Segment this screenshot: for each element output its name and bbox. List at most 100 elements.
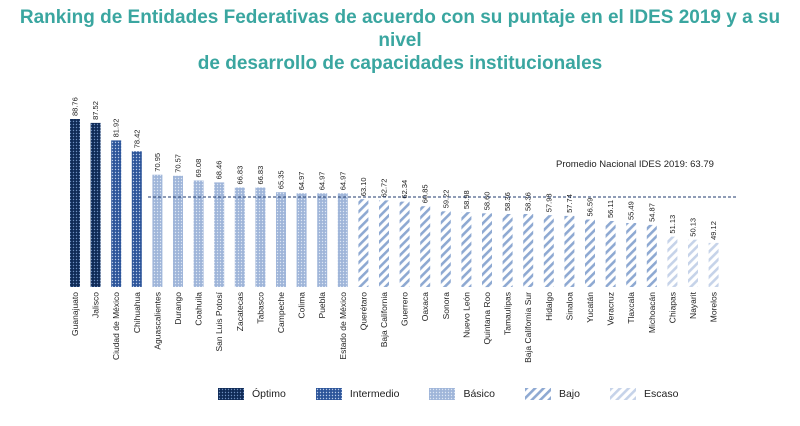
bar-tlaxcala — [626, 223, 637, 287]
bar-baja-california — [379, 200, 389, 287]
legend-swatch-escaso — [609, 388, 636, 400]
legend-label-intermedio: Intermedio — [349, 388, 400, 400]
bars-group — [70, 119, 719, 288]
legend: Óptimo Intermedio Básico Bajo Escaso — [218, 386, 708, 402]
value-label-aguascalientes: 70.95 — [153, 153, 162, 172]
legend-item-intermedio: Intermedio — [315, 388, 400, 400]
chart-title-line-2: de desarrollo de capacidades institucion… — [197, 53, 603, 74]
bar-morelos — [708, 242, 719, 287]
category-label-jalisco: Jalisco — [91, 292, 101, 318]
category-label-durango: Durango — [173, 292, 183, 325]
value-label-tabasco: 66.83 — [256, 166, 265, 185]
value-label-jalisco: 87.52 — [91, 101, 100, 120]
chart-title: Ranking de Entidades Federativas de acue… — [0, 6, 800, 75]
value-label-morelos: 49.12 — [709, 221, 718, 240]
legend-label-escaso: Escaso — [643, 388, 679, 400]
category-label-ciudad-de-mexico: Ciudad de México — [111, 292, 121, 360]
value-label-sonora: 59.22 — [441, 190, 450, 209]
category-label-hidalgo: Hidalgo — [544, 292, 554, 321]
value-label-guerrero: 62.34 — [400, 180, 409, 199]
bar-baja-california-sur — [523, 214, 534, 287]
value-label-baja-california-sur: 58.36 — [524, 192, 533, 211]
category-label-quintana-roo: Quintana Roo — [482, 292, 492, 345]
legend-item-optimo: Óptimo — [218, 388, 286, 400]
category-label-colima: Colima — [297, 292, 307, 319]
category-label-tlaxcala: Tlaxcala — [626, 292, 636, 324]
bar-durango — [173, 175, 183, 287]
bar-coahuila — [193, 180, 204, 287]
bar-ciudad-de-mexico — [111, 140, 122, 287]
category-labels-group: Guanajuato Jalisco Ciudad de México Chihuah… — [70, 291, 719, 363]
value-label-nayarit: 50.13 — [689, 218, 698, 237]
value-label-sinaloa: 57.74 — [565, 194, 574, 213]
category-label-nuevo-leon: Nuevo León — [461, 292, 471, 338]
bar-queretaro — [358, 199, 369, 287]
value-label-campeche: 65.35 — [277, 170, 286, 189]
value-label-nuevo-leon: 58.98 — [462, 190, 471, 209]
legend-label-bajo: Bajo — [558, 388, 580, 400]
value-label-tamaulipas: 58.36 — [503, 192, 512, 211]
category-label-baja-california: Baja California — [379, 292, 389, 348]
category-label-guanajuato: Guanajuato — [70, 292, 80, 336]
bar-aguascalientes — [152, 174, 163, 287]
bar-nayarit — [688, 239, 698, 287]
bar-sonora — [440, 211, 451, 287]
category-label-tabasco: Tabasco — [255, 292, 265, 324]
bar-nuevo-leon — [461, 212, 472, 287]
category-label-yucatan: Yucatán — [585, 292, 595, 323]
category-label-sonora: Sonora — [441, 292, 451, 320]
category-label-oaxaca: Oaxaca — [420, 292, 430, 322]
value-label-durango: 70.57 — [174, 154, 183, 173]
value-label-coahuila: 69.08 — [194, 159, 203, 178]
average-line-group: Promedio Nacional IDES 2019: 63.79 — [148, 159, 736, 198]
bar-guanajuato — [70, 119, 80, 287]
legend-item-escaso: Escaso — [609, 388, 679, 400]
bar-yucatan — [585, 219, 595, 287]
value-label-colima: 64.97 — [297, 172, 306, 191]
bar-michoacan — [646, 224, 657, 287]
bar-zacatecas — [234, 187, 245, 287]
bar-chihuahua — [131, 151, 142, 287]
bar-guerrero — [399, 201, 410, 287]
value-label-oaxaca: 60.85 — [421, 184, 430, 203]
category-label-chihuahua: Chihuahua — [132, 292, 142, 333]
value-label-zacatecas: 66.83 — [235, 166, 244, 185]
value-label-chiapas: 51.13 — [668, 215, 677, 234]
bar-hidalgo — [543, 215, 554, 287]
value-label-tlaxcala: 55.49 — [627, 201, 636, 220]
bar-san-luis-potosi — [214, 182, 225, 287]
category-label-campeche: Campeche — [276, 292, 286, 333]
bar-quintana-roo — [482, 213, 492, 288]
value-labels-group: 88.76 87.52 81.92 78.42 70.95 70.57 69.08 68.46… — [71, 97, 719, 240]
category-label-baja-california-sur: Baja California Sur — [523, 292, 533, 363]
value-label-chihuahua: 78.42 — [132, 130, 141, 149]
value-label-ciudad-de-mexico: 81.92 — [112, 119, 121, 138]
value-label-baja-california: 62.72 — [380, 179, 389, 198]
average-line-label: Promedio Nacional IDES 2019: 63.79 — [556, 159, 714, 170]
legend-label-basico: Básico — [463, 388, 495, 400]
legend-item-bajo: Bajo — [524, 388, 580, 400]
legend-item-basico: Básico — [429, 388, 495, 400]
category-label-guerrero: Guerrero — [400, 292, 410, 326]
value-label-san-luis-potosi: 68.46 — [215, 161, 224, 180]
value-label-michoacan: 54.87 — [647, 203, 656, 222]
value-label-puebla: 64.97 — [318, 172, 327, 191]
value-label-estado-de-mexico: 64.97 — [338, 172, 347, 191]
bar-veracruz — [605, 221, 616, 287]
value-label-veracruz: 56.11 — [606, 200, 615, 218]
category-label-san-luis-potosi: San Luis Potosí — [214, 291, 224, 351]
value-label-hidalgo: 57.98 — [544, 193, 553, 212]
category-label-zacatecas: Zacatecas — [235, 292, 245, 331]
bar-oaxaca — [420, 206, 431, 287]
category-label-estado-de-mexico: Estado de México — [338, 292, 348, 360]
legend-swatch-basico — [429, 388, 456, 400]
category-label-aguascalientes: Aguascalientes — [152, 292, 162, 350]
legend-swatch-intermedio — [315, 388, 342, 400]
category-label-tamaulipas: Tamaulipas — [503, 292, 513, 335]
value-label-guanajuato: 88.76 — [71, 97, 80, 116]
chart-title-line-1: Ranking de Entidades Federativas de acue… — [19, 7, 781, 51]
category-label-veracruz: Veracruz — [606, 292, 616, 326]
category-label-puebla: Puebla — [317, 292, 327, 319]
bar-chiapas — [667, 236, 678, 287]
